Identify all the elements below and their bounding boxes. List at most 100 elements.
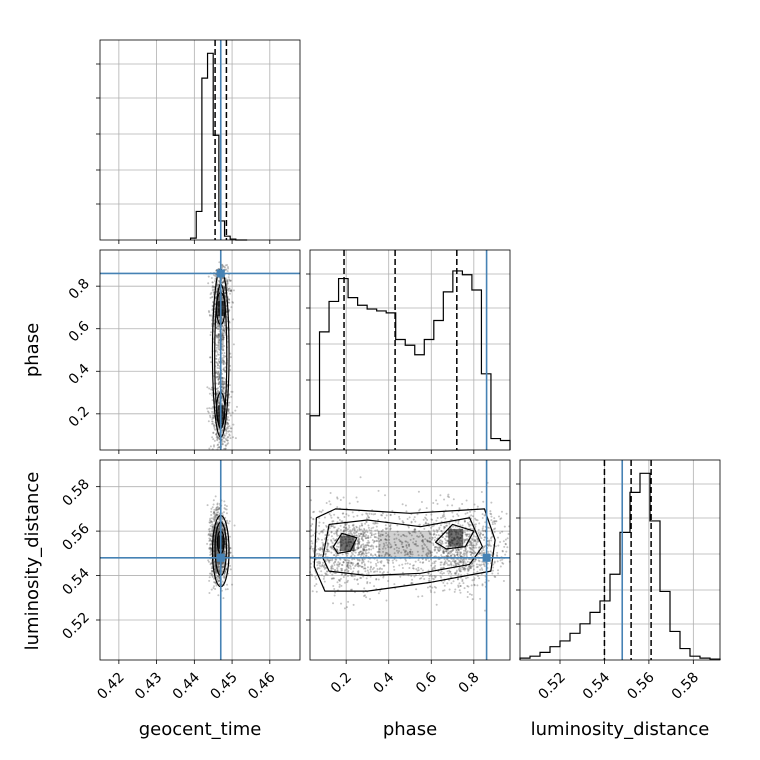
s21-scatter-point	[473, 503, 476, 506]
s21-scatter-point	[448, 569, 451, 572]
s21-scatter-point	[406, 546, 409, 549]
s21-scatter-point	[458, 551, 461, 554]
s21-scatter-point	[493, 528, 496, 531]
s21-scatter-point	[410, 521, 413, 524]
s21-scatter-point	[401, 567, 404, 570]
s21-scatter-point	[347, 552, 350, 555]
s21-scatter-point	[479, 533, 482, 536]
s21-scatter-point	[345, 522, 348, 525]
s10-scatter-point	[213, 323, 216, 326]
s21-scatter-point	[449, 550, 452, 553]
s21-scatter-point	[328, 559, 331, 562]
s10-scatter-point	[230, 289, 233, 292]
s21-scatter-point	[441, 541, 444, 544]
s21-scatter-point	[415, 588, 418, 591]
s21-scatter-point	[461, 502, 464, 505]
s21-scatter-point	[331, 565, 334, 568]
s21-scatter-point	[438, 549, 441, 552]
s20-scatter-point	[213, 559, 216, 562]
s10-scatter-point	[208, 387, 211, 390]
s10-scatter-point	[218, 396, 221, 399]
s21-scatter-point	[501, 561, 504, 564]
s10-scatter-point	[232, 423, 235, 426]
s21-scatter-point	[417, 559, 420, 562]
s20-scatter-point	[218, 527, 221, 530]
s10-scatter-point	[221, 349, 224, 352]
s21-scatter-point	[439, 563, 442, 566]
s10-scatter-point	[223, 287, 226, 290]
s21-scatter-point	[398, 515, 401, 518]
s10-scatter-point	[231, 411, 234, 414]
s21-scatter-point	[358, 551, 361, 554]
s20-scatter-point	[218, 583, 221, 586]
s10-scatter-point	[213, 444, 216, 447]
y-axis-label-luminosity-distance: luminosity_distance	[22, 472, 43, 651]
s21-scatter-point	[493, 575, 496, 578]
x-axis-label-luminosity-distance: luminosity_distance	[531, 719, 710, 740]
s10-scatter-point	[217, 336, 220, 339]
s21-scatter-point	[344, 526, 347, 529]
s20-scatter-point	[225, 568, 228, 571]
s21-scatter-point	[352, 570, 355, 573]
s20-scatter-point	[208, 530, 211, 533]
s10-scatter-point	[217, 298, 220, 301]
s21-scatter-point	[438, 541, 441, 544]
s21-scatter-point	[356, 559, 359, 562]
s21-scatter-point	[356, 500, 359, 503]
s10-scatter-point	[215, 336, 218, 339]
s21-scatter-point	[502, 540, 505, 543]
s20-scatter-point	[208, 537, 211, 540]
s21-scatter-point	[472, 546, 475, 549]
s21-scatter-point	[358, 540, 361, 543]
s21-scatter-point	[368, 547, 371, 550]
s20-scatter-point	[213, 518, 216, 521]
s21-scatter-point	[473, 546, 476, 549]
s10-scatter-point	[221, 334, 224, 337]
s21-scatter-point	[318, 524, 321, 527]
s21-scatter-point	[323, 516, 326, 519]
s21-scatter-point	[362, 575, 365, 578]
s21-scatter-point	[469, 565, 472, 568]
s21-scatter-point	[381, 528, 384, 531]
s10-scatter-point	[222, 377, 225, 380]
s21-scatter-point	[335, 545, 338, 548]
s21-scatter-point	[447, 559, 450, 562]
s21-scatter-point	[481, 568, 484, 571]
s21-scatter-point	[462, 566, 465, 569]
s20-scatter-point	[211, 528, 214, 531]
s20-scatter-point	[209, 553, 212, 556]
s21-scatter-point	[367, 536, 370, 539]
s10-scatter-point	[222, 329, 225, 332]
s21-scatter-point	[349, 567, 352, 570]
s21-scatter-point	[326, 544, 329, 547]
s21-scatter-point	[348, 530, 351, 533]
s21-scatter-point	[354, 549, 357, 552]
s21-scatter-point	[353, 554, 356, 557]
s10-scatter-point	[208, 414, 211, 417]
s21-scatter-point	[496, 555, 499, 558]
s21-scatter-point	[401, 503, 404, 506]
s21-scatter-point	[320, 530, 323, 533]
s10-scatter-point	[222, 368, 225, 371]
s10-scatter-point	[223, 352, 226, 355]
s21-scatter-point	[413, 543, 416, 546]
s21-scatter-point	[397, 551, 400, 554]
s21-scatter-point	[335, 530, 338, 533]
s10-scatter-point	[224, 269, 227, 272]
s21-scatter-point	[376, 540, 379, 543]
s21-scatter-point	[437, 534, 440, 537]
s10-scatter-point	[223, 321, 226, 324]
s21-scatter-point	[363, 587, 366, 590]
s20-scatter-point	[209, 517, 212, 520]
s21-scatter-point	[336, 554, 339, 557]
s21-scatter-point	[434, 555, 437, 558]
s21-scatter-point	[386, 558, 389, 561]
s10-scatter-point	[216, 350, 219, 353]
s21-scatter-point	[384, 494, 387, 497]
s20-scatter-point	[214, 570, 217, 573]
s21-scatter-point	[334, 591, 337, 594]
s21-scatter-point	[445, 524, 448, 527]
s10-scatter-point	[211, 410, 214, 413]
s21-scatter-point	[477, 575, 480, 578]
s10-scatter-point	[227, 442, 230, 445]
